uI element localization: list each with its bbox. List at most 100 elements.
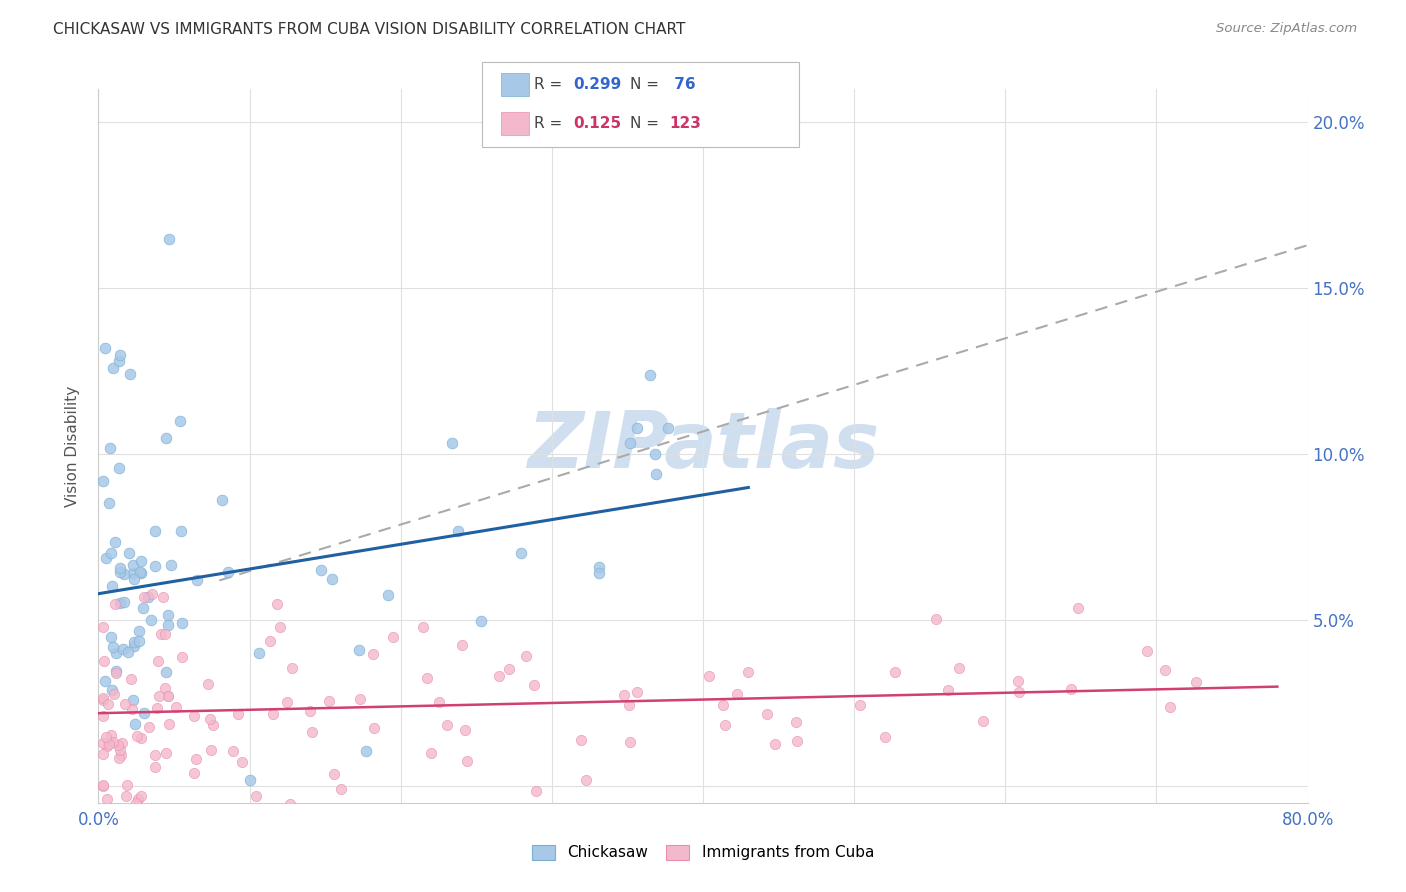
Point [347, 642, 370, 657]
Point [157, 689, 180, 703]
Point [1159, 700, 1181, 714]
Text: ZIPatlas: ZIPatlas [527, 408, 879, 484]
Point [112, 642, 135, 657]
Point [129, 566, 152, 580]
Point [301, 724, 323, 739]
Point [657, 421, 679, 435]
Point [122, 558, 145, 572]
Point [96, 550, 118, 565]
Point [1067, 600, 1090, 615]
Point [524, 784, 547, 798]
Point [645, 467, 668, 481]
Point [159, 558, 181, 573]
Point [515, 649, 537, 664]
Point [117, 546, 139, 560]
Point [183, 708, 205, 723]
Point [108, 743, 131, 757]
Point [454, 723, 477, 737]
Point [165, 700, 187, 714]
Point [711, 698, 734, 713]
Text: Source: ZipAtlas.com: Source: ZipAtlas.com [1216, 22, 1357, 36]
Point [108, 354, 131, 368]
Point [96, 792, 118, 806]
Point [125, 796, 148, 810]
Point [211, 492, 233, 507]
Point [569, 733, 592, 747]
Point [104, 646, 127, 660]
Text: N =: N = [630, 116, 664, 130]
Point [626, 421, 648, 435]
Point [100, 546, 122, 560]
Point [108, 348, 131, 362]
Point [122, 635, 145, 649]
Point [169, 414, 191, 428]
Point [98, 441, 121, 455]
Point [157, 231, 180, 245]
Point [412, 620, 434, 634]
Point [129, 565, 152, 579]
Text: 123: 123 [669, 116, 702, 130]
Point [523, 678, 546, 692]
Text: N =: N = [630, 77, 664, 92]
Point [101, 682, 124, 697]
Point [415, 671, 437, 685]
Point [94, 730, 117, 744]
Point [377, 589, 399, 603]
Point [128, 624, 150, 638]
Point [278, 797, 301, 811]
Point [98, 496, 121, 510]
Point [786, 734, 808, 748]
Point [143, 524, 166, 539]
Point [1153, 664, 1175, 678]
Point [198, 712, 221, 726]
Point [129, 789, 152, 804]
Point [96, 739, 118, 753]
Point [436, 718, 458, 732]
Point [93, 654, 115, 668]
Point [200, 743, 222, 757]
Point [103, 687, 125, 701]
Point [94, 341, 117, 355]
Point [143, 558, 166, 573]
Point [100, 630, 122, 644]
Point [221, 744, 243, 758]
Point [184, 752, 207, 766]
Point [363, 721, 385, 735]
Point [153, 681, 176, 696]
Point [122, 693, 145, 707]
Point [924, 612, 946, 626]
Point [110, 595, 132, 609]
Point [91, 691, 114, 706]
Point [1007, 673, 1029, 688]
Point [100, 728, 122, 742]
Point [122, 639, 145, 653]
Point [91, 778, 114, 792]
Text: 76: 76 [669, 77, 696, 92]
Point [170, 615, 193, 630]
Point [115, 789, 138, 804]
Point [644, 447, 666, 461]
Point [619, 436, 641, 450]
Point [183, 765, 205, 780]
Text: 0.125: 0.125 [574, 116, 621, 130]
Point [134, 590, 156, 604]
Point [382, 630, 405, 644]
Point [124, 717, 146, 731]
Point [239, 772, 262, 787]
Point [117, 645, 139, 659]
Point [948, 661, 970, 675]
Point [107, 739, 129, 753]
Text: R =: R = [534, 116, 568, 130]
Point [617, 698, 640, 713]
Point [155, 746, 177, 760]
Point [132, 601, 155, 615]
Point [298, 704, 321, 718]
Point [127, 729, 149, 743]
Point [100, 579, 122, 593]
Point [143, 747, 166, 762]
Point [498, 663, 520, 677]
Point [575, 772, 598, 787]
Point [755, 706, 778, 721]
Text: CHICKASAW VS IMMIGRANTS FROM CUBA VISION DISABILITY CORRELATION CHART: CHICKASAW VS IMMIGRANTS FROM CUBA VISION… [53, 22, 686, 37]
Point [121, 702, 143, 716]
